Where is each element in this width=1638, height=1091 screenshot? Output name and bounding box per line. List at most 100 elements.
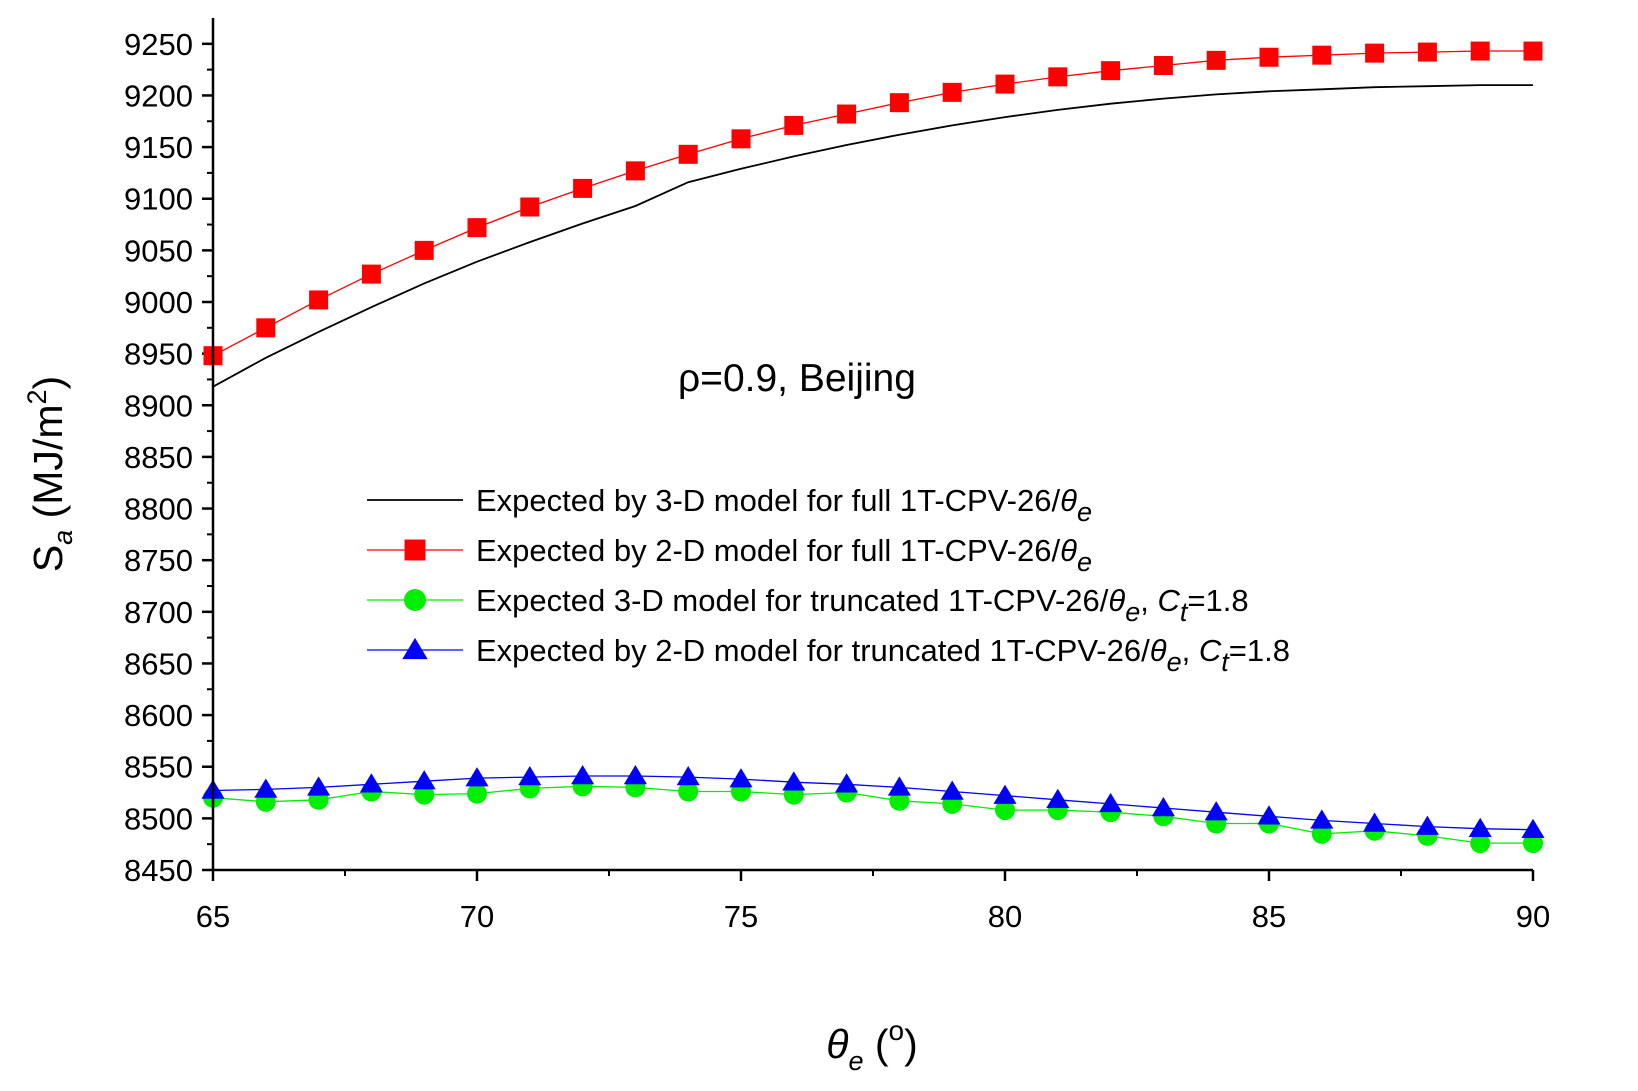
legend-item-1: Expected by 3-D model for full 1T-CPV-26… (367, 483, 1092, 527)
series-4-point (1468, 817, 1492, 837)
legend-label: Expected by 2-D model for truncated 1T-C… (476, 633, 1290, 677)
series-2-point (256, 318, 276, 338)
legend-label-part: e (1167, 647, 1182, 677)
y-tick-label: 8550 (124, 750, 193, 785)
legend: Expected by 3-D model for full 1T-CPV-26… (367, 483, 1290, 677)
series-3-point (889, 790, 910, 811)
series-2-point (1523, 41, 1543, 61)
x-tick-label: 75 (724, 899, 758, 934)
series-2-point (942, 82, 962, 102)
series-4-point (835, 773, 859, 793)
series-1-line (212, 84, 1533, 388)
y-axis-unit-text: (MJ/m (25, 405, 71, 519)
x-axis-title: θe (o) (826, 1015, 918, 1076)
series-2 (203, 41, 1543, 366)
legend-label-part: e (1077, 497, 1092, 527)
x-axis-subscript: e (848, 1046, 863, 1076)
series-4-point (359, 773, 383, 793)
series-3-point (995, 800, 1015, 821)
series-4-point (1415, 815, 1439, 835)
legend-label-part: C (1157, 583, 1180, 618)
y-tick-label: 9200 (124, 78, 193, 113)
x-axis-close-paren: ) (904, 1021, 918, 1067)
legend-label-part: t (1221, 647, 1230, 677)
legend-label-part: =1.8 (1187, 583, 1248, 618)
series-2-point (1259, 47, 1279, 67)
legend-label-part: , (1140, 583, 1157, 618)
series-4 (201, 765, 1545, 838)
series-3-point (1311, 823, 1332, 844)
plot-area (201, 41, 1545, 854)
x-axis-unit: o (889, 1015, 905, 1046)
series-4-point (465, 767, 489, 787)
y-tick-label: 8950 (124, 337, 193, 372)
y-axis-subscript: a (48, 530, 78, 545)
legend-label-part: Expected by 3-D model for full 1T-CPV-26… (476, 483, 1060, 518)
legend-item-4: Expected by 2-D model for truncated 1T-C… (367, 633, 1290, 677)
series-3-point (467, 783, 487, 804)
series-4-point (1310, 809, 1334, 829)
series-2-point (995, 74, 1015, 94)
y-tick-label: 8700 (124, 595, 193, 630)
y-tick-label: 8750 (124, 543, 193, 578)
x-tick-label: 65 (196, 899, 230, 934)
series-3-point (414, 784, 435, 805)
x-axis-symbol: θ (826, 1021, 848, 1067)
legend-label-part: Expected 3-D model for truncated 1T-CPV-… (476, 583, 1109, 618)
axes (211, 18, 1533, 872)
series-2-point (467, 218, 487, 238)
series-2-point (678, 144, 698, 164)
y-axis-title: Sa (MJ/m2) (22, 376, 78, 572)
legend-label-part: θ (1060, 483, 1077, 518)
tick-labels: 8450 8500 8550 8600 8650 8700 8750 8800 8850 8900… (124, 27, 1550, 934)
y-tick-label: 9150 (124, 130, 193, 165)
x-tick-label: 70 (460, 899, 494, 934)
series-2-point (1417, 42, 1437, 62)
series-4-point (993, 784, 1017, 804)
legend-label-part: θ (1060, 533, 1077, 568)
y-axis-symbol: S (25, 545, 71, 572)
x-axis-open-paren: ( (864, 1021, 889, 1067)
series-2-point (573, 178, 593, 198)
series-2-point (625, 161, 645, 181)
x-tick-label: 85 (1252, 899, 1286, 934)
legend-swatch-marker (404, 589, 426, 611)
series-4-point (1521, 818, 1545, 838)
series-2-point (837, 104, 857, 124)
series-4-point (1099, 792, 1123, 813)
series-4-point (940, 780, 964, 800)
legend-swatch-marker (402, 637, 428, 660)
series-4-point (1257, 805, 1281, 825)
series-3 (203, 776, 1543, 854)
series-4-point (571, 765, 595, 785)
series-2-point (1470, 41, 1490, 61)
legend-label-part: =1.8 (1229, 633, 1290, 668)
y-axis-close-paren: ) (25, 376, 71, 390)
series-2-point (414, 240, 434, 260)
series-4-point (729, 768, 753, 788)
series-4-point (412, 770, 436, 790)
y-tick-label: 9050 (124, 233, 193, 268)
series-4-point (254, 778, 278, 798)
legend-label: Expected by 2-D model for full 1T-CPV-26… (476, 533, 1092, 577)
series-4-point (1151, 797, 1175, 817)
series-4-point (782, 771, 806, 791)
y-tick-label: 8600 (124, 698, 193, 733)
y-tick-label: 8800 (124, 492, 193, 527)
y-tick-label: 9000 (124, 285, 193, 320)
y-tick-label: 8650 (124, 646, 193, 681)
series-4-point (1046, 788, 1070, 809)
y-tick-label: 8850 (124, 440, 193, 475)
series-2-point (731, 129, 751, 149)
legend-label-part: θ (1150, 633, 1167, 668)
chart-annotation: ρ=0.9, Beijing (678, 357, 916, 400)
series-2-point (1312, 45, 1332, 65)
legend-label-part: θ (1108, 583, 1125, 618)
series-2-point (520, 197, 540, 217)
series-2-point (1048, 67, 1068, 87)
legend-swatch-marker (404, 539, 426, 561)
series-4-point (518, 766, 542, 786)
legend-item-3: Expected 3-D model for truncated 1T-CPV-… (367, 583, 1249, 627)
series-3-point (1470, 833, 1491, 854)
